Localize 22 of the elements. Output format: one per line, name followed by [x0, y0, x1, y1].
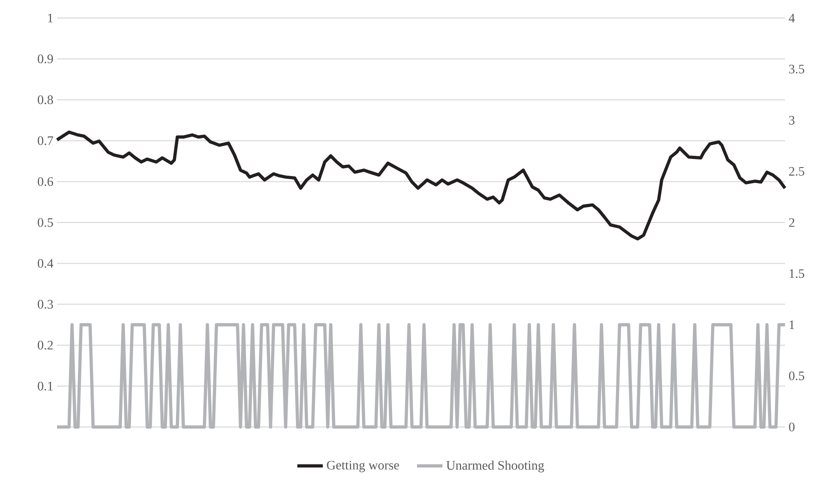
y-tick-label: 0.5	[38, 218, 53, 227]
y-tick-label: 0.8	[38, 95, 53, 104]
y2-tick-label: 2.5	[789, 166, 804, 176]
y2-tick-label: 0.5	[789, 371, 804, 380]
line-series	[55, 130, 787, 240]
y-tick-label: 0.6	[38, 177, 54, 186]
legend-label: Getting worse	[326, 460, 399, 472]
y2-tick-label: 1.5	[790, 269, 804, 278]
y-tick-label: 0.9	[38, 54, 53, 64]
y2-tick-label: 2	[789, 218, 794, 227]
y-tick-label: 0.7	[38, 136, 54, 146]
y-tick-label: 0.2	[38, 340, 53, 350]
legend-label: Unarmed Shooting	[446, 460, 544, 472]
y2-tick-label: 3	[789, 116, 794, 125]
y-tick-label: 0.4	[38, 259, 54, 268]
y-tick-label: 0.1	[38, 382, 53, 390]
y2-tick-label: 3.5	[789, 64, 804, 74]
y2-tick-label: 4	[788, 14, 795, 22]
y-tick-label: 0.3	[38, 300, 53, 309]
y-tick-label: 1	[48, 14, 53, 22]
y2-tick-label: 0	[789, 422, 795, 432]
y2-tick-label: 1	[790, 320, 794, 330]
